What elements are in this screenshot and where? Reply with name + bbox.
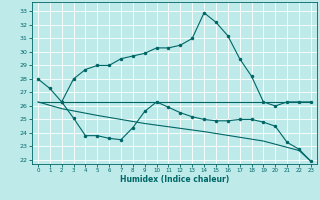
X-axis label: Humidex (Indice chaleur): Humidex (Indice chaleur) [120,175,229,184]
